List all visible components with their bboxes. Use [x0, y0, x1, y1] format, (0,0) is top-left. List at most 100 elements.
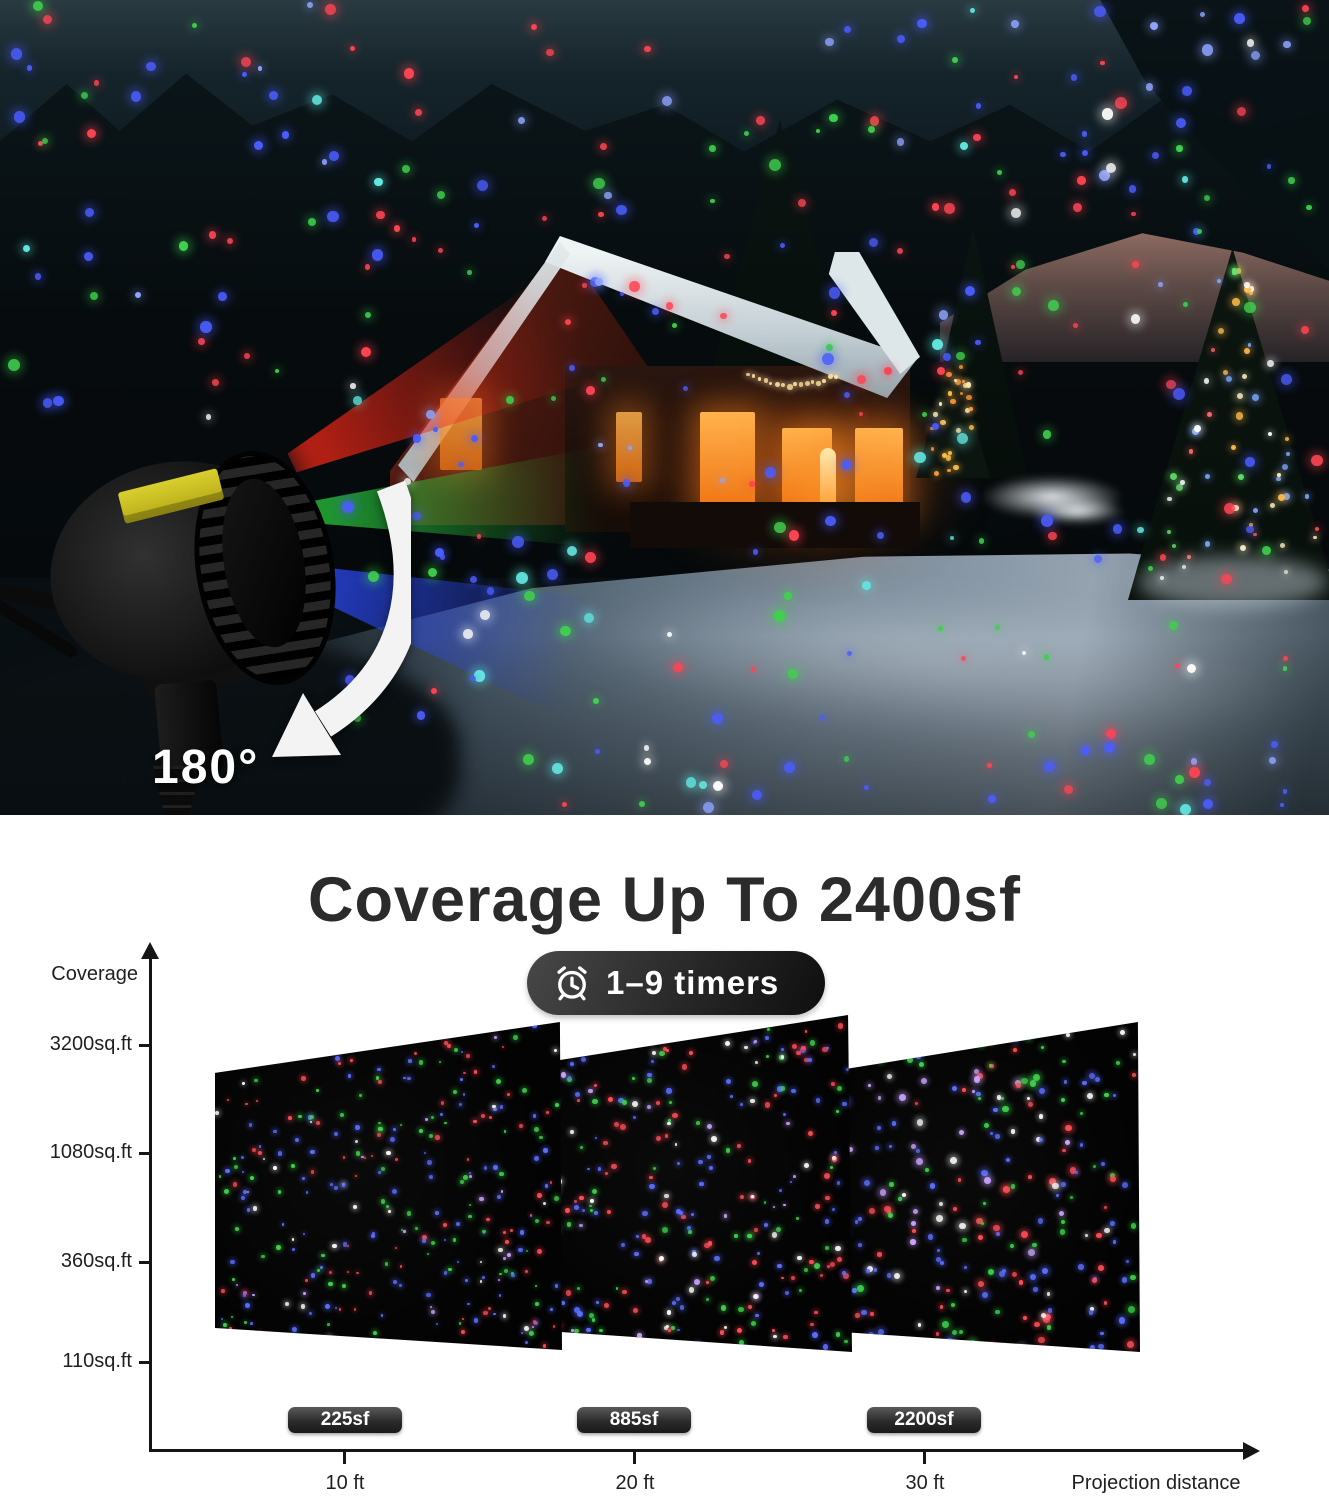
laser-dot: [364, 311, 372, 319]
laser-dot: [594, 1136, 598, 1140]
laser-dot: [989, 1131, 994, 1136]
laser-dot: [401, 164, 410, 173]
laser-dot: [1022, 650, 1027, 655]
laser-dot: [463, 1175, 469, 1180]
laser-dot: [1018, 370, 1024, 376]
laser-dot: [493, 1164, 498, 1170]
laser-dot: [977, 1096, 982, 1101]
laser-dot: [983, 1122, 989, 1128]
laser-dot: [896, 137, 905, 146]
laser-dot: [1283, 656, 1288, 662]
laser-dot: [857, 1285, 864, 1292]
laser-dot: [479, 1024, 483, 1028]
laser-dot: [1030, 1274, 1037, 1281]
laser-dot: [898, 1197, 902, 1201]
laser-dot: [1058, 1210, 1065, 1217]
laser-dot: [729, 1095, 733, 1098]
laser-dot: [647, 1073, 652, 1078]
laser-dot: [463, 629, 473, 639]
laser-dot: [1251, 51, 1261, 61]
laser-dot: [1197, 229, 1202, 234]
laser-dot: [935, 1286, 941, 1291]
laser-dot: [1282, 666, 1288, 672]
laser-dot: [1176, 117, 1187, 129]
laser-dot: [521, 1087, 527, 1093]
laser-dot: [1103, 1205, 1108, 1210]
laser-dot: [681, 1214, 686, 1220]
laser-dot: [460, 1329, 466, 1335]
laser-dot: [783, 762, 796, 774]
laser-dot: [975, 1091, 981, 1097]
laser-dot: [633, 1251, 639, 1257]
laser-dot: [309, 1121, 312, 1124]
laser-dot: [500, 1190, 504, 1193]
laser-dot: [1028, 1249, 1036, 1257]
laser-dot: [1271, 741, 1279, 749]
laser-dot: [510, 1229, 514, 1232]
laser-dot: [603, 1140, 608, 1146]
laser-dot: [229, 1327, 233, 1330]
laser-dot: [34, 273, 41, 280]
laser-dot: [724, 253, 730, 260]
laser-dot: [386, 1204, 390, 1209]
laser-dot: [712, 713, 724, 725]
laser-dot: [370, 1154, 373, 1157]
laser-dot: [709, 1016, 713, 1021]
laser-dot: [950, 1302, 956, 1308]
laser-dot: [1073, 202, 1083, 212]
laser-dot: [935, 1331, 940, 1336]
laser-dot: [216, 1333, 220, 1337]
laser-dot: [253, 140, 263, 151]
y-axis-title: Coverage: [51, 963, 138, 985]
laser-dot: [814, 1310, 818, 1315]
laser-dot: [646, 1279, 652, 1284]
laser-dot: [766, 1027, 771, 1032]
projection-panel-10ft: [215, 1022, 562, 1350]
laser-dot: [777, 1263, 782, 1269]
laser-dot: [352, 395, 362, 405]
laser-dot: [1043, 761, 1055, 773]
laser-dot: [284, 1302, 289, 1307]
laser-dot: [1064, 1140, 1071, 1146]
laser-dot: [663, 1046, 667, 1051]
laser-dot: [711, 1136, 717, 1142]
laser-dot: [497, 1278, 501, 1282]
laser-dot: [941, 1320, 949, 1328]
laser-dot: [252, 1293, 255, 1297]
laser-dot: [479, 1196, 484, 1202]
laser-dot: [532, 1023, 537, 1028]
laser-dot: [1062, 1060, 1066, 1064]
laser-dot: [1010, 1244, 1015, 1249]
laser-dot: [879, 1189, 887, 1197]
laser-dot: [1152, 151, 1160, 159]
laser-dot: [984, 1177, 991, 1184]
laser-dot: [517, 116, 526, 125]
laser-dot: [1038, 1138, 1043, 1143]
coverage-badge: 2200sf: [867, 1407, 981, 1433]
page-title: Coverage Up To 2400sf: [307, 865, 1022, 935]
laser-dot: [209, 231, 217, 239]
laser-dot: [1064, 784, 1074, 794]
laser-dot: [637, 1333, 642, 1338]
laser-dot: [524, 1325, 529, 1331]
laser-dot: [1079, 1111, 1084, 1116]
laser-dot: [695, 1121, 700, 1125]
laser-dot: [603, 1303, 610, 1309]
laser-dot: [1020, 1230, 1028, 1238]
laser-dot: [258, 1145, 262, 1148]
laser-dot: [468, 1203, 471, 1206]
laser-dot: [390, 1137, 396, 1142]
laser-dot: [756, 115, 766, 125]
laser-dot: [768, 158, 781, 171]
laser-dot: [956, 432, 968, 444]
laser-dot: [1021, 1077, 1029, 1085]
laser-dot: [981, 1169, 988, 1177]
projection-panel-20ft: [548, 1015, 852, 1352]
laser-dot: [230, 1316, 233, 1319]
laser-dot: [779, 1188, 783, 1192]
laser-dot: [464, 1278, 468, 1282]
laser-dot: [353, 1308, 357, 1311]
laser-dot: [616, 204, 627, 216]
laser-dot: [962, 1087, 966, 1092]
laser-dot: [281, 1223, 285, 1226]
